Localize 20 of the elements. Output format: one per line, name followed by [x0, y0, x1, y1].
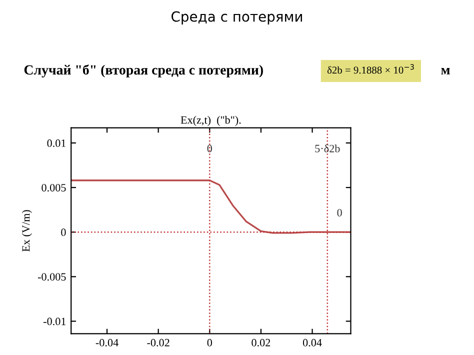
chart-title: Среда с потерями — [172, 11, 302, 24]
ref-line-label: 5·δ2b — [315, 144, 340, 152]
y-tick-label: 0.005 — [42, 184, 66, 192]
y-tick-label: 0.01 — [47, 139, 66, 147]
x-tick-label: 0.04 — [302, 338, 322, 346]
y-tick-label: -0.005 — [38, 273, 66, 281]
x-tick-label: 0.02 — [252, 338, 270, 346]
y-axis-title: Ex (V/m) — [22, 210, 32, 252]
x-tick-label: -0.02 — [147, 338, 170, 346]
line-series — [71, 180, 351, 234]
ref-line-label: 0 — [337, 208, 342, 216]
x-tick-label: -0.04 — [96, 338, 118, 346]
x-tick-label: 0 — [207, 338, 212, 346]
chart-subtitle: Случай "б" (вторая среда с потерями) — [24, 64, 263, 78]
y-tick-label: -0.01 — [44, 318, 66, 326]
ref-line-label: 0 — [207, 144, 212, 152]
y-tick-label: 0 — [61, 228, 66, 236]
text: Ex(z,t) ("b"). — [180, 116, 241, 126]
text: м — [441, 68, 450, 74]
text: δ2b = 9.1888 × 10$^{−3}$ — [327, 64, 414, 74]
